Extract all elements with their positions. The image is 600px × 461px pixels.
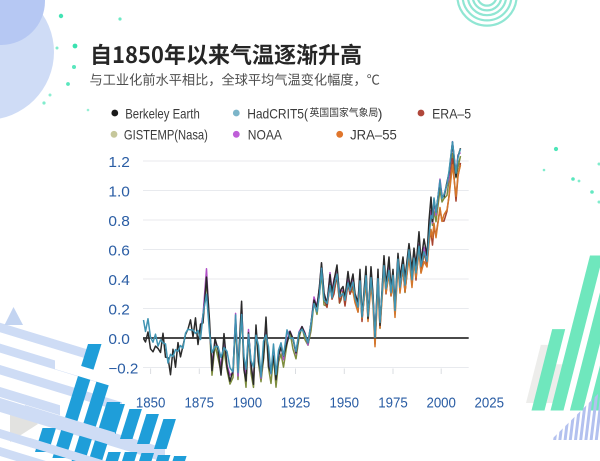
svg-text:JRA–55: JRA–55: [350, 127, 397, 143]
svg-text:0.6: 0.6: [108, 244, 129, 260]
svg-text:GISTEMP(Nasa): GISTEMP(Nasa): [124, 127, 208, 143]
svg-text:0.0: 0.0: [108, 332, 129, 348]
svg-text:1.0: 1.0: [108, 185, 129, 201]
svg-text:NOAA: NOAA: [248, 127, 283, 143]
svg-text:2000: 2000: [426, 396, 456, 412]
svg-text:0.4: 0.4: [108, 273, 129, 289]
svg-text:0.8: 0.8: [108, 214, 129, 230]
svg-text:ERA–5: ERA–5: [432, 105, 471, 121]
svg-text:2025: 2025: [475, 396, 505, 412]
svg-text:1950: 1950: [330, 396, 360, 412]
svg-text:−0.2: −0.2: [108, 362, 138, 378]
svg-text:1925: 1925: [281, 396, 311, 412]
svg-text:HadCRIT5(: HadCRIT5(: [247, 105, 308, 121]
svg-text:1875: 1875: [185, 396, 215, 412]
svg-text:1900: 1900: [233, 396, 263, 412]
svg-text:): ): [378, 105, 383, 121]
svg-text:1850: 1850: [136, 396, 166, 412]
svg-text:1.2: 1.2: [108, 155, 129, 171]
svg-text:1975: 1975: [378, 396, 408, 412]
svg-text:0.2: 0.2: [108, 303, 129, 319]
svg-text:Berkeley Earth: Berkeley Earth: [125, 105, 200, 121]
